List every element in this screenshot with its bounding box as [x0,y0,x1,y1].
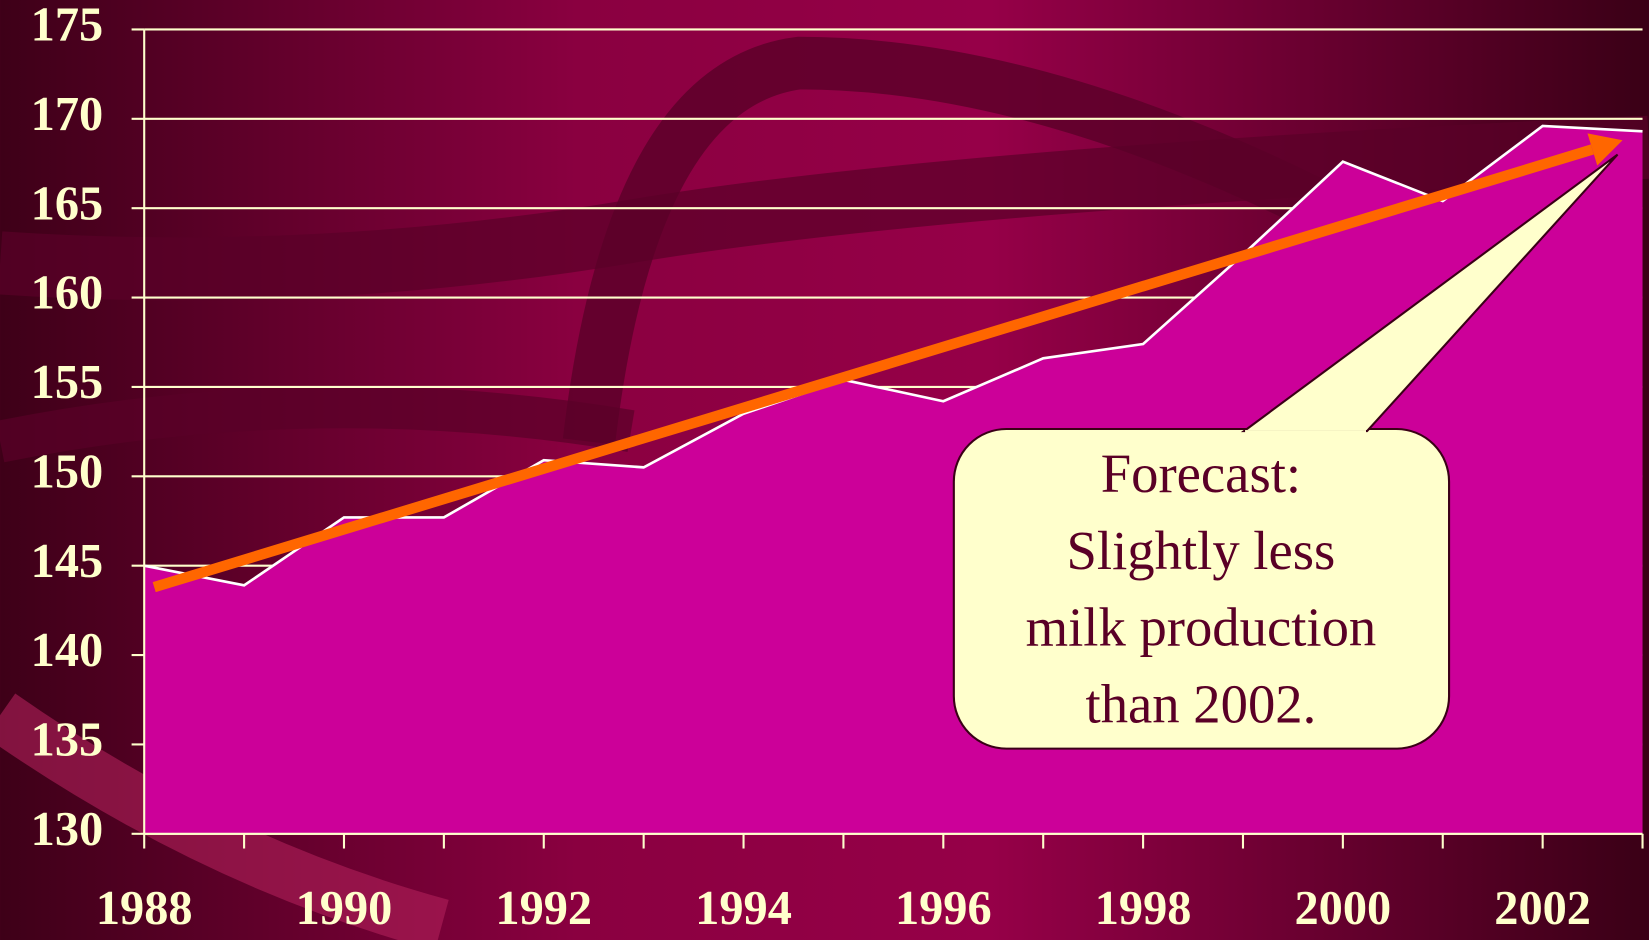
trend-arrowhead [1587,133,1623,166]
trend-line [152,144,1594,593]
y-tick-label: 145 [31,535,104,588]
x-tick-label: 1998 [1095,882,1192,935]
y-tick-label: 155 [31,356,104,409]
y-tick-label: 135 [31,714,104,767]
callout-text: Forecast: [1101,443,1301,504]
x-tick-label: 1988 [96,882,193,935]
x-tick-label: 1996 [895,882,992,935]
background-swoosh [562,36,1380,445]
y-tick-label: 130 [31,803,104,856]
y-tick-label: 140 [31,624,104,677]
callout-text: milk production [1026,597,1377,658]
callout-text: than 2002. [1086,673,1317,734]
callout-box [952,427,1451,750]
y-tick-label: 150 [31,445,104,498]
y-tick-label: 165 [31,177,104,230]
background-swoosh [0,693,449,940]
y-tick-label: 170 [31,88,104,141]
y-tick-label: 175 [31,0,104,52]
callout-joint [1245,430,1366,439]
x-tick-label: 2000 [1295,882,1392,935]
x-tick-label: 1990 [296,882,393,935]
x-tick-label: 1992 [495,882,592,935]
callout: Forecast: Slightly less milk production tha… [952,153,1619,750]
x-tick-label: 2002 [1494,882,1591,935]
callout-text: Slightly less [1067,520,1336,581]
y-tick-label: 160 [31,267,104,320]
background-swoosh [0,386,635,463]
x-tick-label: 1994 [695,882,792,935]
